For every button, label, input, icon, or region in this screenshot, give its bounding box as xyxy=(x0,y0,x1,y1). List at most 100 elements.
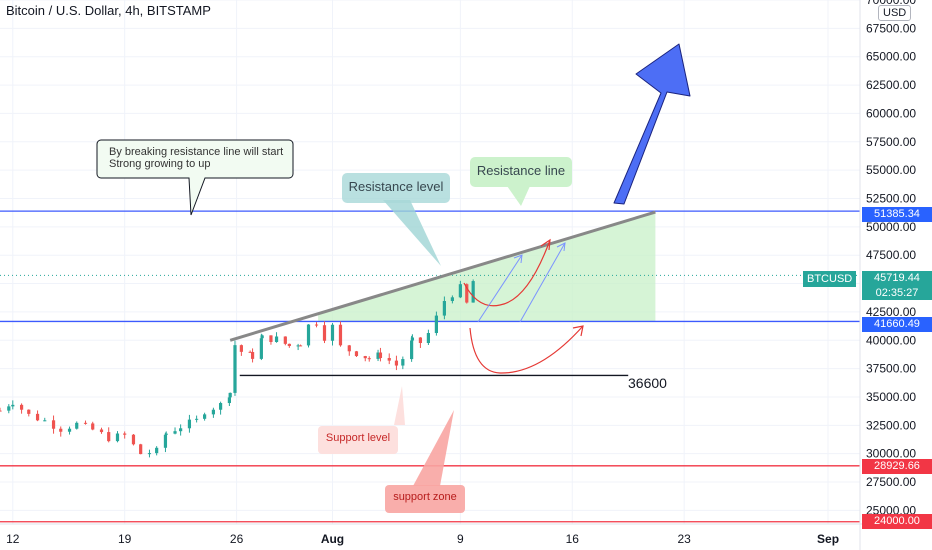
candles xyxy=(0,279,475,458)
bar-countdown: 02:35:27 xyxy=(862,286,932,300)
annotation-support-zone: support zone xyxy=(393,491,457,503)
candle-body xyxy=(51,420,56,429)
big-up-arrow xyxy=(613,43,691,205)
candle-body xyxy=(99,429,104,433)
price-tick-label: 70000.00 xyxy=(866,0,916,7)
currency-button[interactable]: USD xyxy=(878,5,912,21)
green-projection-zone xyxy=(318,212,656,322)
candle-down xyxy=(123,431,127,439)
candle-body xyxy=(330,324,335,341)
price-tick-label: 47500.00 xyxy=(866,248,916,262)
time-tick-label: 23 xyxy=(677,532,691,546)
candle-body xyxy=(434,315,438,334)
time-tick-label: Aug xyxy=(321,532,344,546)
time-tick-label: 9 xyxy=(457,532,464,546)
candle-body xyxy=(260,335,264,339)
blue-projection-arrow-1 xyxy=(477,254,523,323)
candle-body xyxy=(250,352,255,359)
annotation-breakout: By breaking resistance line will start S… xyxy=(109,146,284,170)
candle-body xyxy=(173,431,177,434)
support-line-label: 36600 xyxy=(628,375,667,391)
time-tick-label: 12 xyxy=(6,532,20,546)
candle-down xyxy=(99,427,104,434)
candle-down xyxy=(298,344,303,347)
price-tick-label: 60000.00 xyxy=(866,106,916,120)
candle-body xyxy=(378,352,383,359)
price-tick-label: 27500.00 xyxy=(866,475,916,489)
resistance-price-tag: 51385.34 xyxy=(862,207,932,222)
candle-up xyxy=(458,280,462,299)
candle-body xyxy=(233,345,237,393)
candle-down xyxy=(83,420,88,425)
projection-curve-lower xyxy=(469,325,584,374)
candle-up xyxy=(164,431,168,437)
resistance-line-bubble xyxy=(470,157,572,187)
support-level-bubble xyxy=(318,426,398,454)
candle-body xyxy=(367,358,371,360)
price-tick-label: 42500.00 xyxy=(866,305,916,319)
candle-up xyxy=(442,296,446,320)
price-tick-label: 25000.00 xyxy=(866,503,916,517)
candle-down xyxy=(51,415,56,434)
price-tick-label: 35000.00 xyxy=(866,390,916,404)
resistance-line-pointer xyxy=(507,186,530,206)
candle-body xyxy=(147,453,152,455)
candle-body xyxy=(426,333,431,344)
candle-up xyxy=(211,407,216,418)
price-tick-label: 40000.00 xyxy=(866,333,916,347)
candle-down xyxy=(363,355,367,362)
price-tick-label: 37500.00 xyxy=(866,362,916,376)
resistance-level-bubble xyxy=(342,173,450,203)
candle-body xyxy=(218,403,223,410)
candle-down xyxy=(283,336,287,346)
projection-arrowhead-upper xyxy=(540,238,551,251)
chart-grid xyxy=(0,0,860,524)
annotation-resistance-line: Resistance line xyxy=(476,163,566,178)
candle-body xyxy=(75,422,79,429)
candle-down xyxy=(322,321,327,344)
candle-body xyxy=(274,336,279,343)
candle-up xyxy=(233,340,237,396)
candle-body xyxy=(83,422,88,424)
candle-up xyxy=(218,401,223,415)
candle-body xyxy=(471,281,475,303)
horizontal-levels xyxy=(0,210,860,523)
candle-up xyxy=(7,404,11,414)
support-level-pointer xyxy=(394,386,405,425)
candle-up xyxy=(306,324,311,348)
candle-down xyxy=(91,421,95,431)
candle-body xyxy=(306,324,311,346)
time-tick-label: 26 xyxy=(230,532,244,546)
candle-down xyxy=(394,355,399,371)
candle-body xyxy=(27,409,31,414)
candle-up xyxy=(179,424,183,436)
candle-body xyxy=(298,345,303,347)
candle-up xyxy=(163,432,168,453)
chart-title: Bitcoin / U.S. Dollar, 4h, BITSTAMP xyxy=(6,3,211,18)
candle-body xyxy=(187,419,192,429)
candle-body xyxy=(269,335,273,343)
candle-down xyxy=(378,347,383,362)
candle-up xyxy=(296,343,300,351)
time-tick-label: 19 xyxy=(118,532,132,546)
price-tick-label: 67500.00 xyxy=(866,21,916,35)
candle-body xyxy=(203,414,207,419)
candle-down xyxy=(314,322,319,328)
candle-down xyxy=(465,283,469,304)
lower-resistance-price-tag: 41660.49 xyxy=(862,317,932,332)
annotation-support-level: Support level xyxy=(325,432,391,444)
candle-body xyxy=(131,434,136,445)
drawings xyxy=(96,43,691,513)
last-price-tag: 45719.44 xyxy=(862,271,932,286)
candle-up xyxy=(450,295,454,304)
candle-up xyxy=(260,334,264,339)
blue-projection-arrowhead-1 xyxy=(513,254,523,264)
candle-up xyxy=(155,446,159,456)
candle-up xyxy=(426,329,431,346)
candle-body xyxy=(19,404,24,410)
support-price-tag: 28929.66 xyxy=(862,459,932,474)
candle-up xyxy=(195,415,199,423)
candle-body xyxy=(442,301,446,316)
candle-up xyxy=(274,332,279,343)
